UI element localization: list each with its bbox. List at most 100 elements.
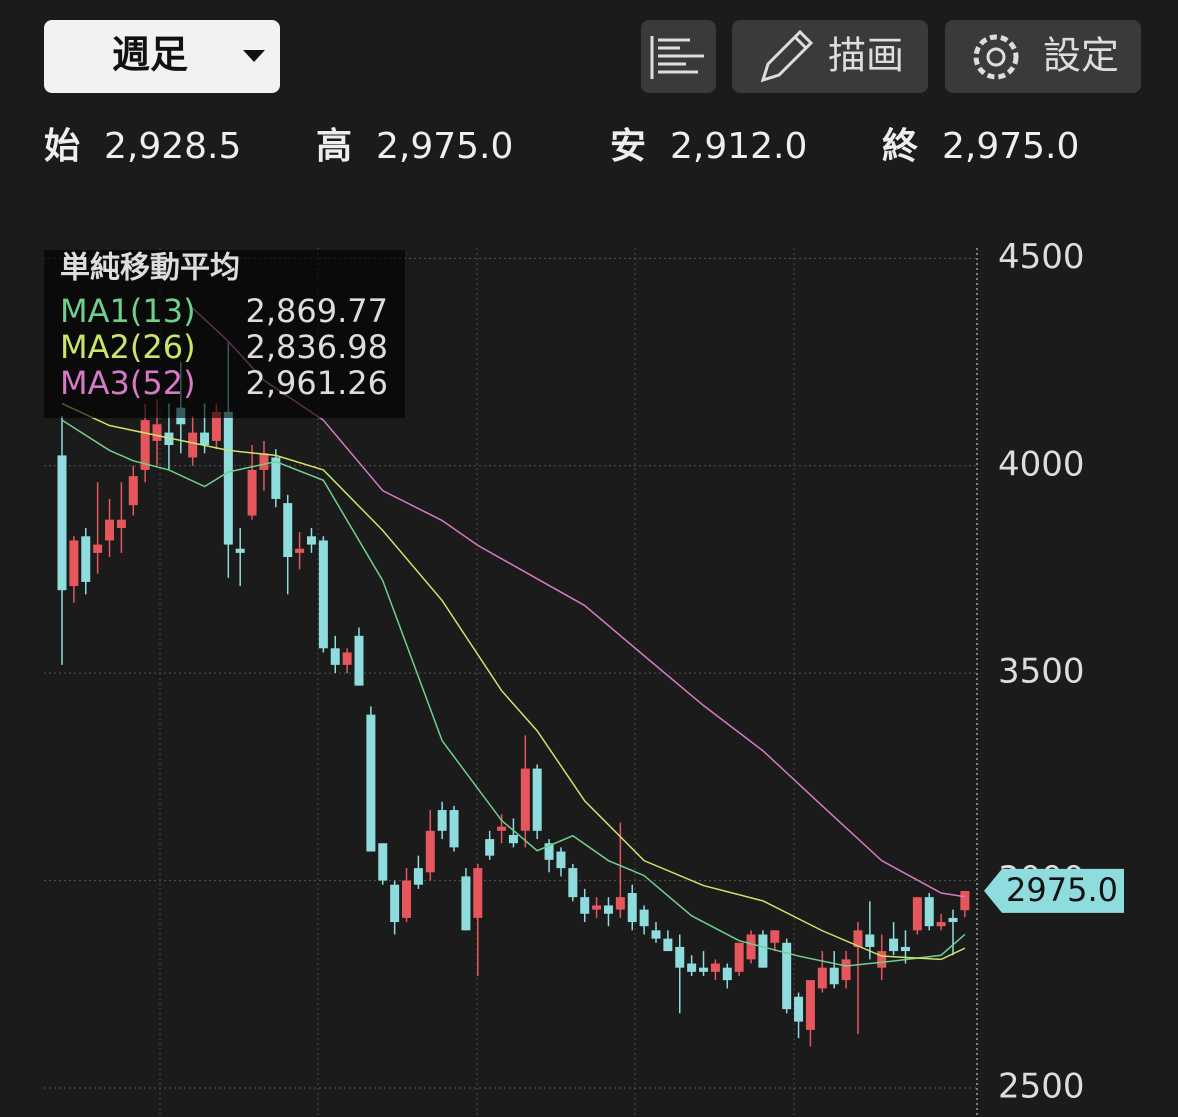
- ohlc-label: 高: [316, 126, 352, 167]
- candle-body: [651, 930, 661, 939]
- y-tick-label: 4000: [998, 444, 1085, 484]
- ma-line: [61, 402, 966, 961]
- candle-body: [817, 967, 827, 989]
- candle-body: [853, 930, 863, 947]
- candle-body: [580, 897, 590, 914]
- candle-body: [318, 540, 328, 649]
- legend-value: 2,961.26: [246, 364, 389, 402]
- candle-body: [508, 834, 518, 844]
- settings-label: 設定: [1043, 34, 1119, 78]
- period-dropdown[interactable]: [44, 20, 280, 93]
- period-label: 週足: [112, 33, 188, 77]
- candle-body: [271, 457, 281, 499]
- price-tag-label: 2975.0: [1006, 871, 1118, 909]
- candle-body: [782, 942, 792, 1010]
- candle-body: [758, 934, 768, 968]
- candle-body: [152, 424, 162, 441]
- candle-body: [105, 519, 115, 541]
- legend-value: 2,836.98: [246, 328, 389, 366]
- ohlc-label: 安: [610, 126, 646, 167]
- candle-body: [128, 476, 138, 506]
- candle-body: [437, 810, 447, 831]
- candle-body: [295, 548, 305, 553]
- candle-body: [247, 469, 257, 516]
- candle-body: [663, 938, 673, 952]
- candle-body: [734, 942, 744, 972]
- price-tag: [984, 868, 1124, 913]
- candle-body: [116, 519, 126, 528]
- candle-body: [627, 893, 637, 923]
- candle-body: [948, 917, 958, 923]
- candle-body: [259, 453, 269, 470]
- candle-body: [306, 536, 316, 545]
- gear-hole: [986, 47, 1006, 67]
- candle-body: [485, 839, 495, 856]
- list-icon: [650, 36, 704, 79]
- legend-name: MA3(52): [60, 364, 196, 402]
- ohlc-value: 2,975.0: [376, 126, 513, 167]
- candle-body: [770, 930, 780, 943]
- candle-body: [425, 830, 435, 873]
- candle-body: [402, 880, 412, 918]
- candle-body: [710, 963, 720, 972]
- candle-body: [900, 946, 910, 952]
- candle-body: [449, 810, 459, 848]
- legend-value: 2,869.77: [246, 292, 389, 330]
- candle-body: [841, 959, 851, 981]
- candle-body: [200, 432, 210, 446]
- candle-body: [188, 432, 198, 458]
- y-tick-label: 2500: [998, 1066, 1085, 1106]
- ohlc-label: 終: [882, 126, 918, 167]
- candle-body: [520, 768, 530, 831]
- candle-body: [568, 868, 578, 898]
- candle-body: [722, 967, 732, 981]
- candle-body: [746, 934, 756, 960]
- candle-body: [603, 905, 613, 914]
- chart: 45004000350030002500単純移動平均MA1(13)2,869.7…: [44, 237, 1124, 1117]
- candle-body: [378, 843, 388, 881]
- legend-title: 単純移動平均: [60, 251, 240, 286]
- candle-body: [283, 503, 293, 558]
- candle-body: [865, 934, 875, 947]
- candle-body: [57, 455, 67, 591]
- candle-body: [699, 967, 709, 972]
- candle-body: [544, 843, 554, 860]
- candle-body: [164, 432, 174, 446]
- gear-icon: [973, 34, 1019, 80]
- candle-body: [912, 897, 922, 931]
- candle-body: [592, 905, 602, 910]
- candle-body: [889, 938, 899, 952]
- pencil-icon: [760, 29, 814, 83]
- candle-body: [211, 411, 221, 441]
- candle-body: [960, 890, 970, 911]
- candle-body: [342, 652, 352, 665]
- candle-body: [877, 951, 887, 968]
- candle-body: [223, 411, 233, 545]
- candle-body: [93, 544, 103, 553]
- candle-body: [497, 826, 507, 831]
- candle-body: [81, 536, 91, 582]
- candle-body: [140, 420, 150, 470]
- y-tick-label: 4500: [998, 237, 1085, 277]
- candle-body: [556, 851, 566, 869]
- candle-body: [69, 540, 79, 587]
- candle-body: [473, 868, 483, 918]
- ohlc-value: 2,912.0: [670, 126, 807, 167]
- candle-body: [829, 967, 839, 985]
- candle-body: [532, 768, 542, 831]
- ma-line: [61, 419, 966, 967]
- candle-body: [794, 996, 804, 1022]
- dropdown-arrow: [243, 50, 265, 62]
- candle-body: [366, 714, 376, 852]
- candle-body: [390, 884, 400, 923]
- legend-name: MA1(13): [60, 292, 196, 330]
- ohlc-value: 2,928.5: [104, 126, 241, 167]
- candle-body: [805, 980, 815, 1030]
- candle-body: [936, 922, 946, 927]
- candle-body: [235, 548, 245, 553]
- y-tick-label: 3500: [998, 652, 1085, 692]
- candle-body: [413, 868, 423, 885]
- candle-body: [675, 946, 685, 968]
- candle-body: [330, 648, 340, 665]
